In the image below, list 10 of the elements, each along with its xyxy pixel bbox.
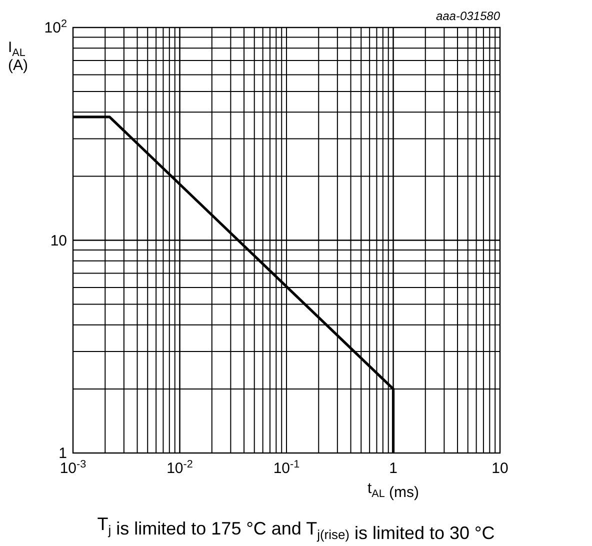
x-tick-label: 10$^{-2}$ [166,458,193,477]
y-tick-label: 10 [50,232,67,250]
text: T$_{j}$ is limited to 175 °C and T$_{j(rise)}$ is limited to 30 °C [97,514,495,544]
y-tick-label: 10$^{2}$ [44,18,67,36]
x-axis-title: t$_{AL}$ (ms) [367,480,420,501]
x-tick-label: 1 [389,460,398,477]
x-tick-label: 10 [492,460,508,477]
x-tick-label: 10$^{-1}$ [273,458,300,477]
text: aaa-031580 [436,9,500,23]
y-axis-title: I$_{AL}$ (A) [8,39,28,74]
